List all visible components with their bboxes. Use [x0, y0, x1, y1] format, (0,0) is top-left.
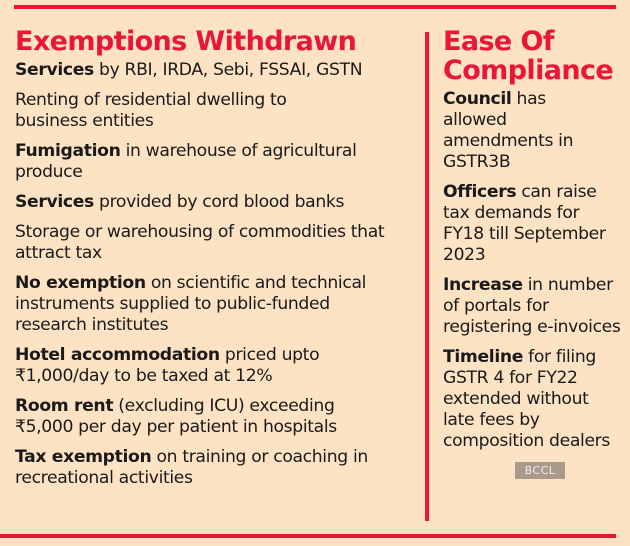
compliance-heading-line1: Ease Of — [443, 26, 555, 57]
item-text: has allowed amendments in GSTR3B — [443, 89, 574, 172]
item-bold: Fumigation — [15, 141, 121, 161]
item-bold: Hotel accommodation — [15, 345, 220, 365]
item-text: in number of portals for registering e-i… — [443, 275, 621, 337]
list-item: No exemption on scientific and technical… — [15, 273, 400, 336]
list-item: Fumigation in warehouse of agricultural … — [15, 141, 400, 183]
list-item: Hotel accommodation priced upto ₹1,000/d… — [15, 345, 345, 387]
item-text: can raise tax demands for FY18 till Sept… — [443, 182, 606, 265]
list-item: Services provided by cord blood banks — [15, 192, 415, 213]
list-item: Increase in number of portals for regist… — [443, 275, 625, 338]
bottom-rule — [0, 534, 616, 538]
item-bold: Increase — [443, 275, 523, 295]
item-bold: Tax exemption — [15, 447, 152, 467]
item-text: for filing GSTR 4 for FY22 extended with… — [443, 347, 610, 451]
item-bold: Officers — [443, 182, 517, 202]
item-text: (excluding ICU) exceeding ₹5,000 per day… — [15, 396, 337, 437]
item-text: in warehouse of agricultural produce — [15, 141, 357, 182]
item-text: on training or coaching in recreational … — [15, 447, 368, 488]
item-bold: Services — [15, 192, 94, 212]
column-divider — [425, 32, 429, 521]
ease-of-compliance-column: Ease Of Compliance Council has allowed a… — [443, 27, 623, 461]
item-bold: Timeline — [443, 347, 524, 367]
item-text: by RBI, IRDA, Sebi, FSSAI, GSTN — [93, 60, 363, 80]
exemptions-heading: Exemptions Withdrawn — [15, 26, 357, 57]
item-text: Renting of residential dwelling to busin… — [15, 90, 287, 131]
item-bold: No exemption — [15, 273, 146, 293]
compliance-heading: Ease Of Compliance — [443, 27, 623, 85]
list-item: Timeline for filing GSTR 4 for FY22 exte… — [443, 347, 623, 452]
item-text: Storage or warehousing of commodities th… — [15, 222, 385, 263]
bccl-watermark: BCCL — [515, 462, 565, 479]
list-item: Renting of residential dwelling to busin… — [15, 90, 345, 132]
top-rule — [14, 5, 616, 9]
list-item: Services by RBI, IRDA, Sebi, FSSAI, GSTN — [15, 60, 415, 81]
exemptions-withdrawn-column: Exemptions Withdrawn Services by RBI, IR… — [15, 27, 415, 498]
list-item: Officers can raise tax demands for FY18 … — [443, 182, 623, 266]
item-text: provided by cord blood banks — [93, 192, 345, 212]
item-bold: Council — [443, 89, 512, 109]
list-item: Tax exemption on training or coaching in… — [15, 447, 390, 489]
list-item: Council has allowed amendments in GSTR3B — [443, 89, 598, 173]
item-text: priced upto ₹1,000/day to be taxed at 12… — [15, 345, 320, 386]
item-text: on scientific and technical instruments … — [15, 273, 367, 335]
compliance-heading-line2: Compliance — [443, 55, 614, 86]
list-item: Room rent (excluding ICU) exceeding ₹5,0… — [15, 396, 395, 438]
item-bold: Room rent — [15, 396, 114, 416]
list-item: Storage or warehousing of commodities th… — [15, 222, 400, 264]
item-bold: Services — [15, 60, 94, 80]
